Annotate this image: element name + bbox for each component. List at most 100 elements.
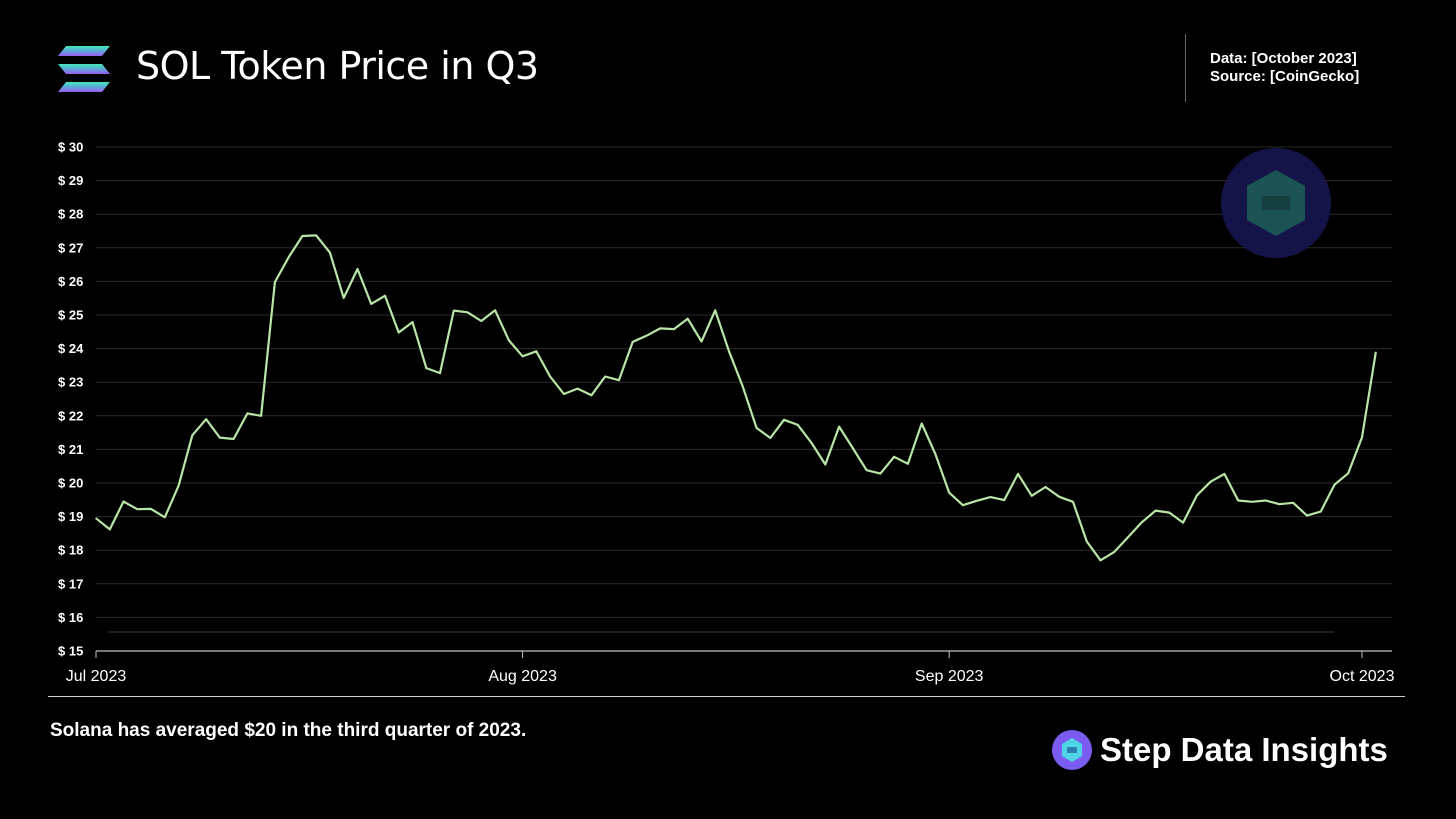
data-point: [824, 463, 827, 466]
series-line: [95, 234, 1377, 562]
footer-divider: [48, 696, 1405, 697]
data-point: [425, 367, 428, 369]
data-point: [852, 447, 854, 449]
y-tick-label: $ 21: [58, 442, 83, 457]
data-point: [1141, 521, 1143, 524]
data-point: [122, 500, 125, 503]
data-point: [1154, 509, 1157, 512]
data-point: [989, 496, 992, 498]
header-divider: [1185, 34, 1186, 102]
watermark-logo-icon: [1221, 148, 1331, 258]
y-tick-label: $ 29: [58, 173, 83, 188]
y-tick-label: $ 17: [58, 576, 83, 591]
data-point: [797, 424, 799, 426]
data-point: [508, 339, 510, 342]
data-point: [686, 317, 689, 320]
data-point: [356, 268, 359, 270]
data-point: [1223, 473, 1226, 475]
y-axis-ticks: $ 15 $ 16 $ 17 $ 18 $ 19 $ 20 $ 21 $ 22 $ 23 $ 24…: [58, 140, 84, 659]
y-tick-label: $ 26: [58, 274, 83, 289]
y-tick-label: $ 30: [58, 140, 83, 155]
page-title: SOL Token Price in Q3: [136, 44, 539, 88]
data-point: [1072, 501, 1074, 503]
data-point: [576, 387, 579, 390]
data-point: [1319, 510, 1322, 513]
data-point: [563, 393, 565, 395]
data-point: [1196, 494, 1198, 497]
data-point: [177, 484, 180, 487]
data-point: [205, 418, 207, 421]
x-tick-label: Sep 2023: [915, 668, 984, 685]
data-point: [948, 491, 950, 494]
data-point: [755, 427, 758, 429]
data-point: [1237, 499, 1239, 502]
data-point: [453, 309, 455, 312]
brand-name: Step Data Insights: [1100, 731, 1388, 768]
data-point: [164, 516, 166, 519]
solana-logo-icon: [58, 46, 110, 92]
chart-caption: Solana has averaged $20 in the third qua…: [50, 720, 527, 741]
y-tick-label: $ 24: [58, 341, 84, 356]
data-point: [260, 415, 262, 417]
data-point: [1306, 514, 1308, 517]
y-tick-label: $ 28: [58, 207, 83, 222]
data-point: [1058, 496, 1061, 498]
data-point: [1168, 511, 1171, 514]
data-source-label: Source: [CoinGecko]: [1210, 68, 1360, 85]
y-tick-label: $ 18: [58, 543, 83, 558]
data-point: [1182, 521, 1184, 524]
data-point: [783, 419, 785, 421]
y-tick-label: $ 16: [58, 610, 83, 625]
data-point: [659, 327, 661, 330]
data-point: [604, 375, 606, 378]
data-point: [1278, 503, 1281, 506]
step-logo-icon: [1052, 730, 1092, 770]
data-point: [535, 350, 538, 353]
y-tick-label: $ 25: [58, 308, 83, 323]
data-point: [301, 235, 304, 237]
data-point: [975, 500, 978, 502]
data-point: [315, 234, 318, 237]
data-point: [342, 297, 345, 299]
data-point: [838, 425, 840, 428]
data-point: [865, 469, 868, 472]
data-point: [397, 331, 400, 334]
data-point: [287, 256, 290, 259]
data-point: [1333, 483, 1336, 486]
data-point: [1251, 501, 1253, 503]
grid-lines: [96, 146, 1392, 618]
data-point: [728, 350, 730, 353]
y-tick-label: $ 19: [58, 509, 83, 524]
data-point: [494, 309, 496, 312]
data-point: [329, 251, 331, 254]
data-point: [810, 442, 813, 444]
data-point: [1003, 499, 1005, 501]
data-point: [1209, 480, 1212, 483]
data-point: [590, 394, 593, 397]
data-point: [769, 437, 772, 439]
data-point: [714, 309, 716, 312]
data-point: [1086, 540, 1088, 543]
data-source-block: Data: [October 2023] Source: [CoinGecko]: [1210, 50, 1359, 86]
data-point: [1099, 559, 1102, 562]
y-tick-label: $ 27: [58, 240, 83, 255]
data-point: [136, 508, 139, 511]
data-point: [618, 379, 620, 382]
data-points: [95, 234, 1377, 562]
data-point: [1044, 486, 1047, 488]
data-point: [893, 456, 895, 458]
data-point: [232, 438, 235, 440]
data-point: [1375, 351, 1377, 354]
data-point: [934, 453, 937, 455]
data-date-label: Data: [October 2023]: [1210, 50, 1357, 67]
data-point: [150, 508, 152, 510]
data-point: [645, 335, 648, 337]
x-axis-ticks: Jul 2023 Aug 2023 Sep 2023 Oct 2023: [66, 651, 1395, 685]
data-point: [219, 436, 221, 439]
data-point: [274, 281, 276, 283]
data-point: [1347, 472, 1349, 475]
data-point: [411, 321, 414, 323]
data-point: [1264, 499, 1267, 502]
y-tick-label: $ 22: [58, 408, 83, 423]
